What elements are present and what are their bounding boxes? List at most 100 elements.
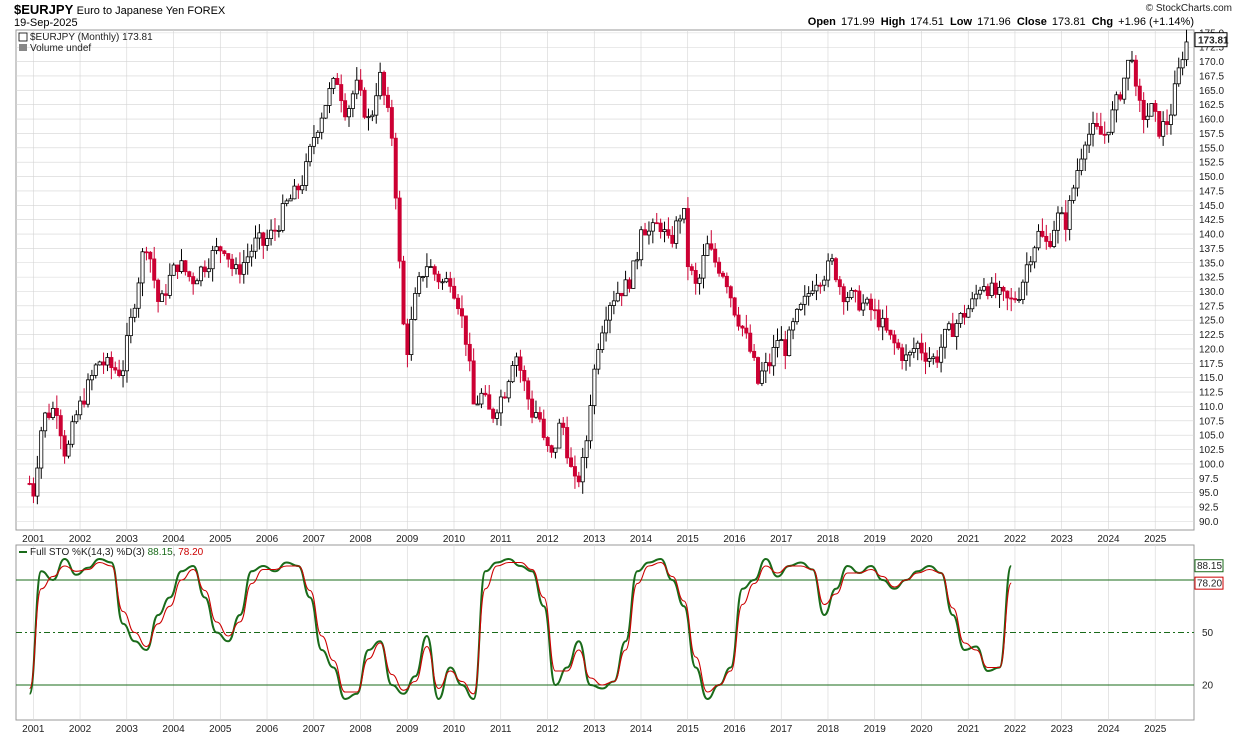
high-value: 174.51 <box>910 16 944 28</box>
sto-year-tick-label: 2010 <box>443 724 466 735</box>
candle-body <box>1013 298 1018 301</box>
candle-body <box>837 279 842 288</box>
candle-body <box>705 243 710 256</box>
candle-body <box>1036 230 1041 249</box>
candle-body <box>440 281 445 284</box>
sto-year-tick-label: 2025 <box>1144 724 1167 735</box>
candle-body <box>124 335 129 372</box>
price-tick-label: 162.5 <box>1199 100 1224 111</box>
candle-body <box>1020 281 1025 300</box>
candle-body <box>1098 126 1103 135</box>
candle-body <box>452 285 457 299</box>
price-tick-label: 117.5 <box>1199 359 1224 370</box>
candle-body <box>421 276 426 278</box>
candle-body <box>611 300 616 306</box>
candle-body <box>405 323 410 356</box>
candle-body <box>1063 212 1068 230</box>
candle-body <box>257 232 262 239</box>
candle-body <box>600 332 605 350</box>
price-tick-label: 102.5 <box>1199 445 1224 456</box>
sto-d-badge <box>1194 576 1224 590</box>
price-panel[interactable]: 90.0 92.5 95.0 97.5 100.0 102.5 105.0 107.5 110.… <box>15 28 1229 545</box>
candle-body <box>148 251 153 260</box>
candle-body <box>954 323 959 338</box>
candle-body <box>884 317 889 331</box>
brand-label[interactable]: © StockCharts.com <box>1145 3 1232 14</box>
candle-body <box>997 286 1002 295</box>
price-tick-label: 110.0 <box>1199 402 1224 413</box>
candle-body <box>39 430 44 469</box>
chg-label: Chg <box>1091 16 1114 28</box>
candle-body <box>50 407 55 418</box>
price-tick-label: 127.5 <box>1199 301 1224 312</box>
candle-body <box>545 437 550 447</box>
candle-body <box>631 260 636 289</box>
candle-body <box>724 275 729 288</box>
sto-year-tick-label: 2022 <box>1004 724 1027 735</box>
candle-body <box>272 229 277 232</box>
candle-body <box>327 88 332 106</box>
candle-body <box>35 467 40 497</box>
candle-body <box>218 246 223 252</box>
candle-body <box>549 445 554 453</box>
candle-body <box>685 208 690 268</box>
candle-body <box>865 298 870 304</box>
candle-body <box>783 339 788 357</box>
candle-body <box>970 298 975 310</box>
candle-body <box>561 422 566 428</box>
candle-body <box>1110 109 1115 133</box>
candle-body <box>1009 297 1014 300</box>
candle-body <box>791 321 796 331</box>
sto-year-tick-label: 2006 <box>256 724 279 735</box>
candle-body <box>950 323 955 338</box>
candle-body <box>845 297 850 303</box>
candle-body <box>463 315 468 345</box>
candle-body <box>876 309 881 328</box>
candle-body <box>853 290 858 292</box>
candle-body <box>989 282 994 297</box>
candle-body <box>1067 200 1072 230</box>
sto-tick-label: 50 <box>1202 628 1214 639</box>
candle-body <box>366 116 371 119</box>
sto-year-tick-label: 2019 <box>864 724 887 735</box>
candle-body <box>1118 94 1123 100</box>
candle-body <box>424 266 429 277</box>
candle-body <box>802 295 807 305</box>
sto-year-tick-label: 2015 <box>677 724 700 735</box>
low-value: 171.96 <box>977 16 1011 28</box>
candle-body <box>1024 264 1029 283</box>
year-tick-label: 2019 <box>864 534 887 545</box>
price-tick-label: 132.5 <box>1199 273 1224 284</box>
candle-body <box>861 302 866 311</box>
candle-body <box>74 414 79 423</box>
price-tick-label: 92.5 <box>1199 503 1219 514</box>
price-tick-label: 157.5 <box>1199 129 1224 140</box>
candle-body <box>572 466 577 477</box>
candle-body <box>97 361 102 366</box>
candle-body <box>650 222 655 232</box>
candle-body <box>526 380 531 400</box>
stochastic-panel[interactable]: 2001 2002 2003 2004 2005 2006 2007 2008 2009 2010… <box>15 544 1224 735</box>
candle-body <box>822 279 827 286</box>
candle-body <box>378 71 383 97</box>
volume-legend-label: Volume undef <box>30 43 91 54</box>
volume-legend-icon <box>19 44 27 51</box>
candle-body <box>1083 144 1088 160</box>
candle-body <box>343 100 348 118</box>
candle-body <box>978 289 983 295</box>
candle-body <box>230 258 235 270</box>
sto-k-line <box>28 557 1013 701</box>
candle-body <box>623 279 628 297</box>
price-tick-label: 155.0 <box>1199 143 1224 154</box>
candle-body <box>736 314 741 327</box>
sto-year-tick-label: 2017 <box>770 724 793 735</box>
price-tick-label: 165.0 <box>1199 86 1224 97</box>
candle-body <box>483 392 488 396</box>
candle-body <box>1149 103 1154 117</box>
sto-year-tick-label: 2023 <box>1051 724 1074 735</box>
year-tick-label: 2023 <box>1051 534 1074 545</box>
candle-body <box>323 105 328 119</box>
candle-body <box>584 440 589 458</box>
